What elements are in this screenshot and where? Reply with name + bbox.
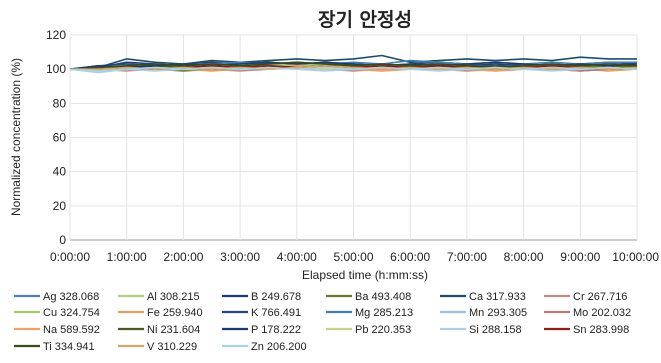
x-tick-label: 4:00:00 xyxy=(277,250,317,264)
legend-item: Al 308.215 xyxy=(118,291,200,303)
series-layer xyxy=(69,54,638,74)
series-line xyxy=(69,61,638,70)
legend-item: Fe 259.940 xyxy=(118,307,203,319)
legend-label: Fe 259.940 xyxy=(147,307,203,319)
legend-label: Al 308.215 xyxy=(147,291,200,303)
series-line xyxy=(69,66,638,72)
legend-label: Ti 334.941 xyxy=(43,341,95,353)
legend-label: Ba 493.408 xyxy=(355,291,411,303)
legend-item: Ti 334.941 xyxy=(14,341,95,353)
legend-label: Ni 231.604 xyxy=(147,324,200,336)
legend-item: B 249.678 xyxy=(222,291,301,303)
legend-label: Mg 285.213 xyxy=(355,307,413,319)
x-tick-label: 7:00:00 xyxy=(447,250,487,264)
legend-item: Ag 328.068 xyxy=(14,291,99,303)
legend-label: Cu 324.754 xyxy=(43,307,100,319)
legend-label: Na 589.592 xyxy=(43,324,100,336)
legend-item: Ba 493.408 xyxy=(326,291,411,303)
x-tick-label: 0:00:00 xyxy=(50,250,90,264)
legend-item: V 310.229 xyxy=(118,341,197,353)
x-tick-label: 8:00:00 xyxy=(504,250,544,264)
legend-label: Ca 317.933 xyxy=(469,291,526,303)
legend-label: V 310.229 xyxy=(147,341,197,353)
y-tick-label: 120 xyxy=(46,28,66,42)
y-tick-label: 60 xyxy=(53,131,67,145)
x-tick-label: 5:00:00 xyxy=(333,250,373,264)
legend-label: Ag 328.068 xyxy=(43,291,99,303)
legend-label: Si 288.158 xyxy=(469,324,522,336)
legend-item: P 178.222 xyxy=(222,324,301,336)
legend-item: Ca 317.933 xyxy=(440,291,526,303)
x-axis-ticks: 0:00:00 1:00:00 2:00:00 3:00:00 4:00:00 5:00:… xyxy=(50,250,659,264)
legend-item: Mn 293.305 xyxy=(440,307,527,319)
legend-item: Na 589.592 xyxy=(14,324,100,336)
legend-label: K 766.491 xyxy=(251,307,301,319)
legend-item: Si 288.158 xyxy=(440,324,522,336)
legend-item: K 766.491 xyxy=(222,307,301,319)
chart-title: 장기 안정성 xyxy=(318,9,412,31)
x-tick-label: 10:00:00 xyxy=(612,250,659,264)
legend-item: Cu 324.754 xyxy=(14,307,100,319)
legend-label: Mo 202.032 xyxy=(573,307,631,319)
legend-label: Mn 293.305 xyxy=(469,307,527,319)
legend-item: Pb 220.353 xyxy=(326,324,411,336)
x-tick-label: 2:00:00 xyxy=(163,250,203,264)
legend-label: P 178.222 xyxy=(251,324,301,336)
y-axis-label: Normalized concentration (%) xyxy=(9,58,23,216)
legend-label: B 249.678 xyxy=(251,291,301,303)
legend-item: Sn 283.998 xyxy=(544,324,629,336)
x-axis-label: Elapsed time (h:mm:ss) xyxy=(302,268,428,282)
series-line xyxy=(69,54,637,70)
y-tick-label: 20 xyxy=(53,199,67,213)
legend-item: Ni 231.604 xyxy=(118,324,200,336)
legend-item: Cr 267.716 xyxy=(544,291,627,303)
x-tick-label: 1:00:00 xyxy=(107,250,147,264)
legend-item: Mg 285.213 xyxy=(326,307,413,319)
x-tick-label: 3:00:00 xyxy=(220,250,260,264)
legend-item: Zn 206.200 xyxy=(222,341,307,353)
y-tick-label: 40 xyxy=(53,165,67,179)
y-tick-label: 100 xyxy=(46,62,66,76)
x-tick-label: 6:00:00 xyxy=(390,250,430,264)
legend-label: Zn 206.200 xyxy=(251,341,307,353)
legend: Ag 328.068 Al 308.215 B 249.678 Ba 493.408 C… xyxy=(14,291,631,353)
legend-label: Sn 283.998 xyxy=(573,324,629,336)
y-tick-label: 0 xyxy=(59,233,66,247)
legend-label: Cr 267.716 xyxy=(573,291,627,303)
legend-item: Mo 202.032 xyxy=(544,307,631,319)
x-tick-label: 9:00:00 xyxy=(560,250,600,264)
y-axis-ticks: 0 20 40 60 80 100 120 xyxy=(46,28,66,247)
legend-label: Pb 220.353 xyxy=(355,324,411,336)
y-tick-label: 80 xyxy=(53,96,67,110)
